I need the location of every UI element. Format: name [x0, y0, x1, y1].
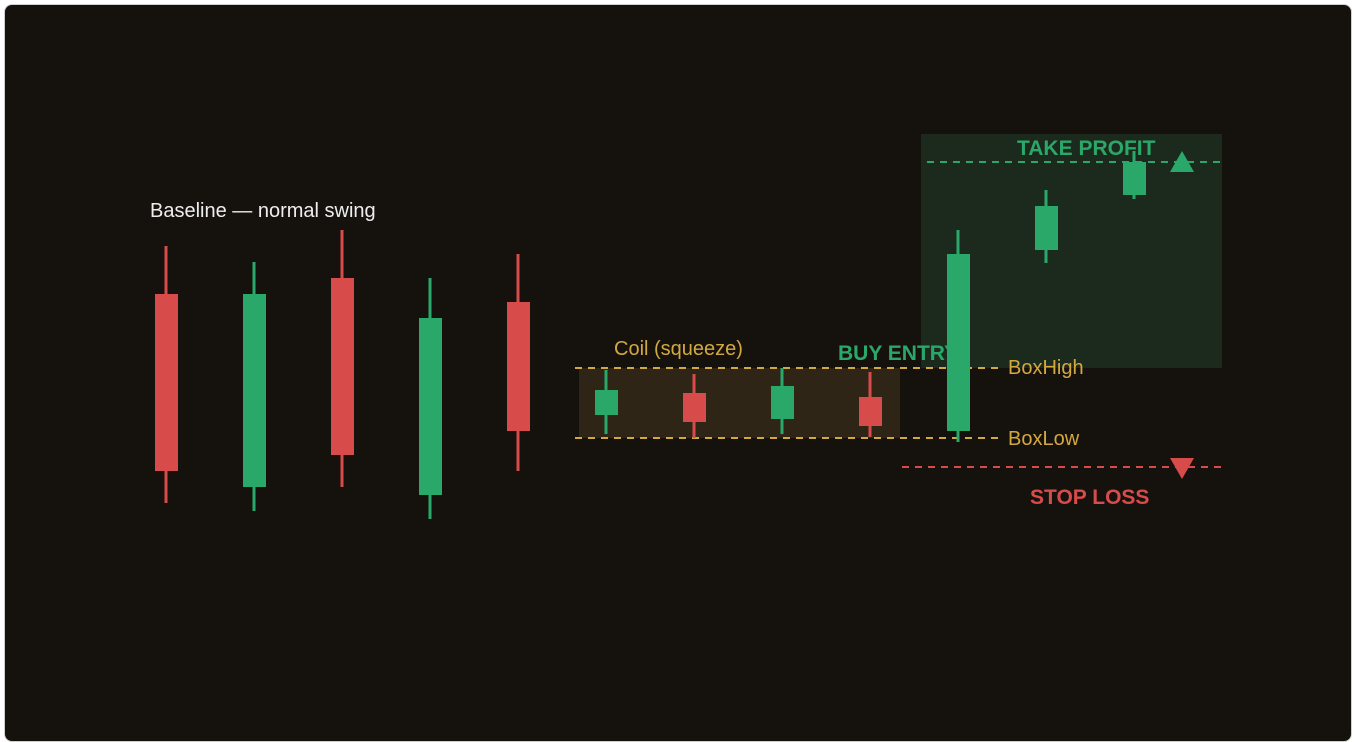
candle	[419, 278, 442, 519]
candle	[947, 230, 970, 442]
candle	[243, 262, 266, 511]
diagram-frame: BUY ENTRY Baseline — normal swing Coil (…	[4, 4, 1352, 742]
candle	[859, 372, 882, 437]
take-profit-label: TAKE PROFIT	[1017, 137, 1156, 160]
candle	[683, 374, 706, 438]
baseline-candles	[155, 230, 530, 519]
triangle-up-icon	[1170, 151, 1194, 172]
candle	[155, 246, 178, 503]
candle	[1123, 151, 1146, 199]
coil-candles	[595, 368, 882, 438]
triangle-down-icon	[1170, 458, 1194, 479]
coil-label: Coil (squeeze)	[614, 338, 743, 360]
baseline-label: Baseline — normal swing	[150, 200, 376, 222]
candle	[595, 370, 618, 434]
candle	[507, 254, 530, 471]
breakout-diagram: BUY ENTRY Baseline — normal swing Coil (…	[150, 134, 1222, 519]
candle	[771, 368, 794, 434]
breakout-candles	[947, 151, 1146, 442]
candle	[1035, 190, 1058, 263]
buy-entry-label: BUY ENTRY	[838, 342, 958, 365]
candle	[331, 230, 354, 487]
take-profit-zone	[921, 134, 1222, 368]
box-high-label: BoxHigh	[1008, 357, 1084, 379]
coil-box	[579, 368, 900, 438]
box-low-label: BoxLow	[1008, 428, 1080, 450]
stop-loss-label: STOP LOSS	[1030, 486, 1149, 509]
